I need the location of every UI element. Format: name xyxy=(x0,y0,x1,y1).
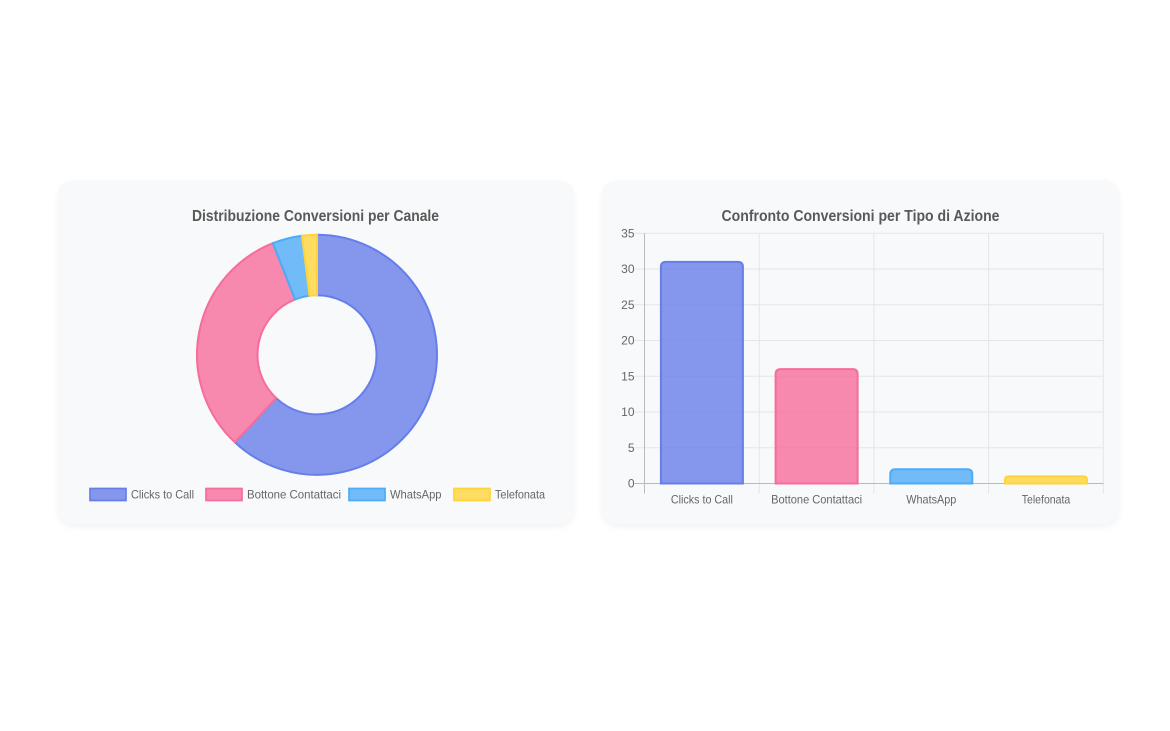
svg-text:WhatsApp: WhatsApp xyxy=(906,493,956,507)
svg-text:30: 30 xyxy=(621,262,635,276)
svg-text:5: 5 xyxy=(628,441,635,455)
svg-text:Clicks to Call: Clicks to Call xyxy=(671,493,733,507)
svg-text:20: 20 xyxy=(621,334,635,348)
svg-text:35: 35 xyxy=(621,226,635,240)
svg-text:Telefonata: Telefonata xyxy=(495,488,545,502)
svg-text:WhatsApp: WhatsApp xyxy=(390,488,442,502)
svg-text:10: 10 xyxy=(621,405,635,419)
svg-text:0: 0 xyxy=(628,477,635,491)
svg-text:Clicks to Call: Clicks to Call xyxy=(131,488,194,502)
svg-text:15: 15 xyxy=(621,369,635,383)
svg-text:Bottone Contattaci: Bottone Contattaci xyxy=(247,488,341,502)
svg-text:Bottone Contattaci: Bottone Contattaci xyxy=(771,493,862,507)
svg-text:Telefonata: Telefonata xyxy=(1022,493,1071,507)
svg-text:Confronto Conversioni per Tipo: Confronto Conversioni per Tipo di Azione xyxy=(722,208,1000,225)
svg-text:25: 25 xyxy=(621,298,635,312)
svg-text:Distribuzione Conversioni per: Distribuzione Conversioni per Canale xyxy=(192,208,439,225)
